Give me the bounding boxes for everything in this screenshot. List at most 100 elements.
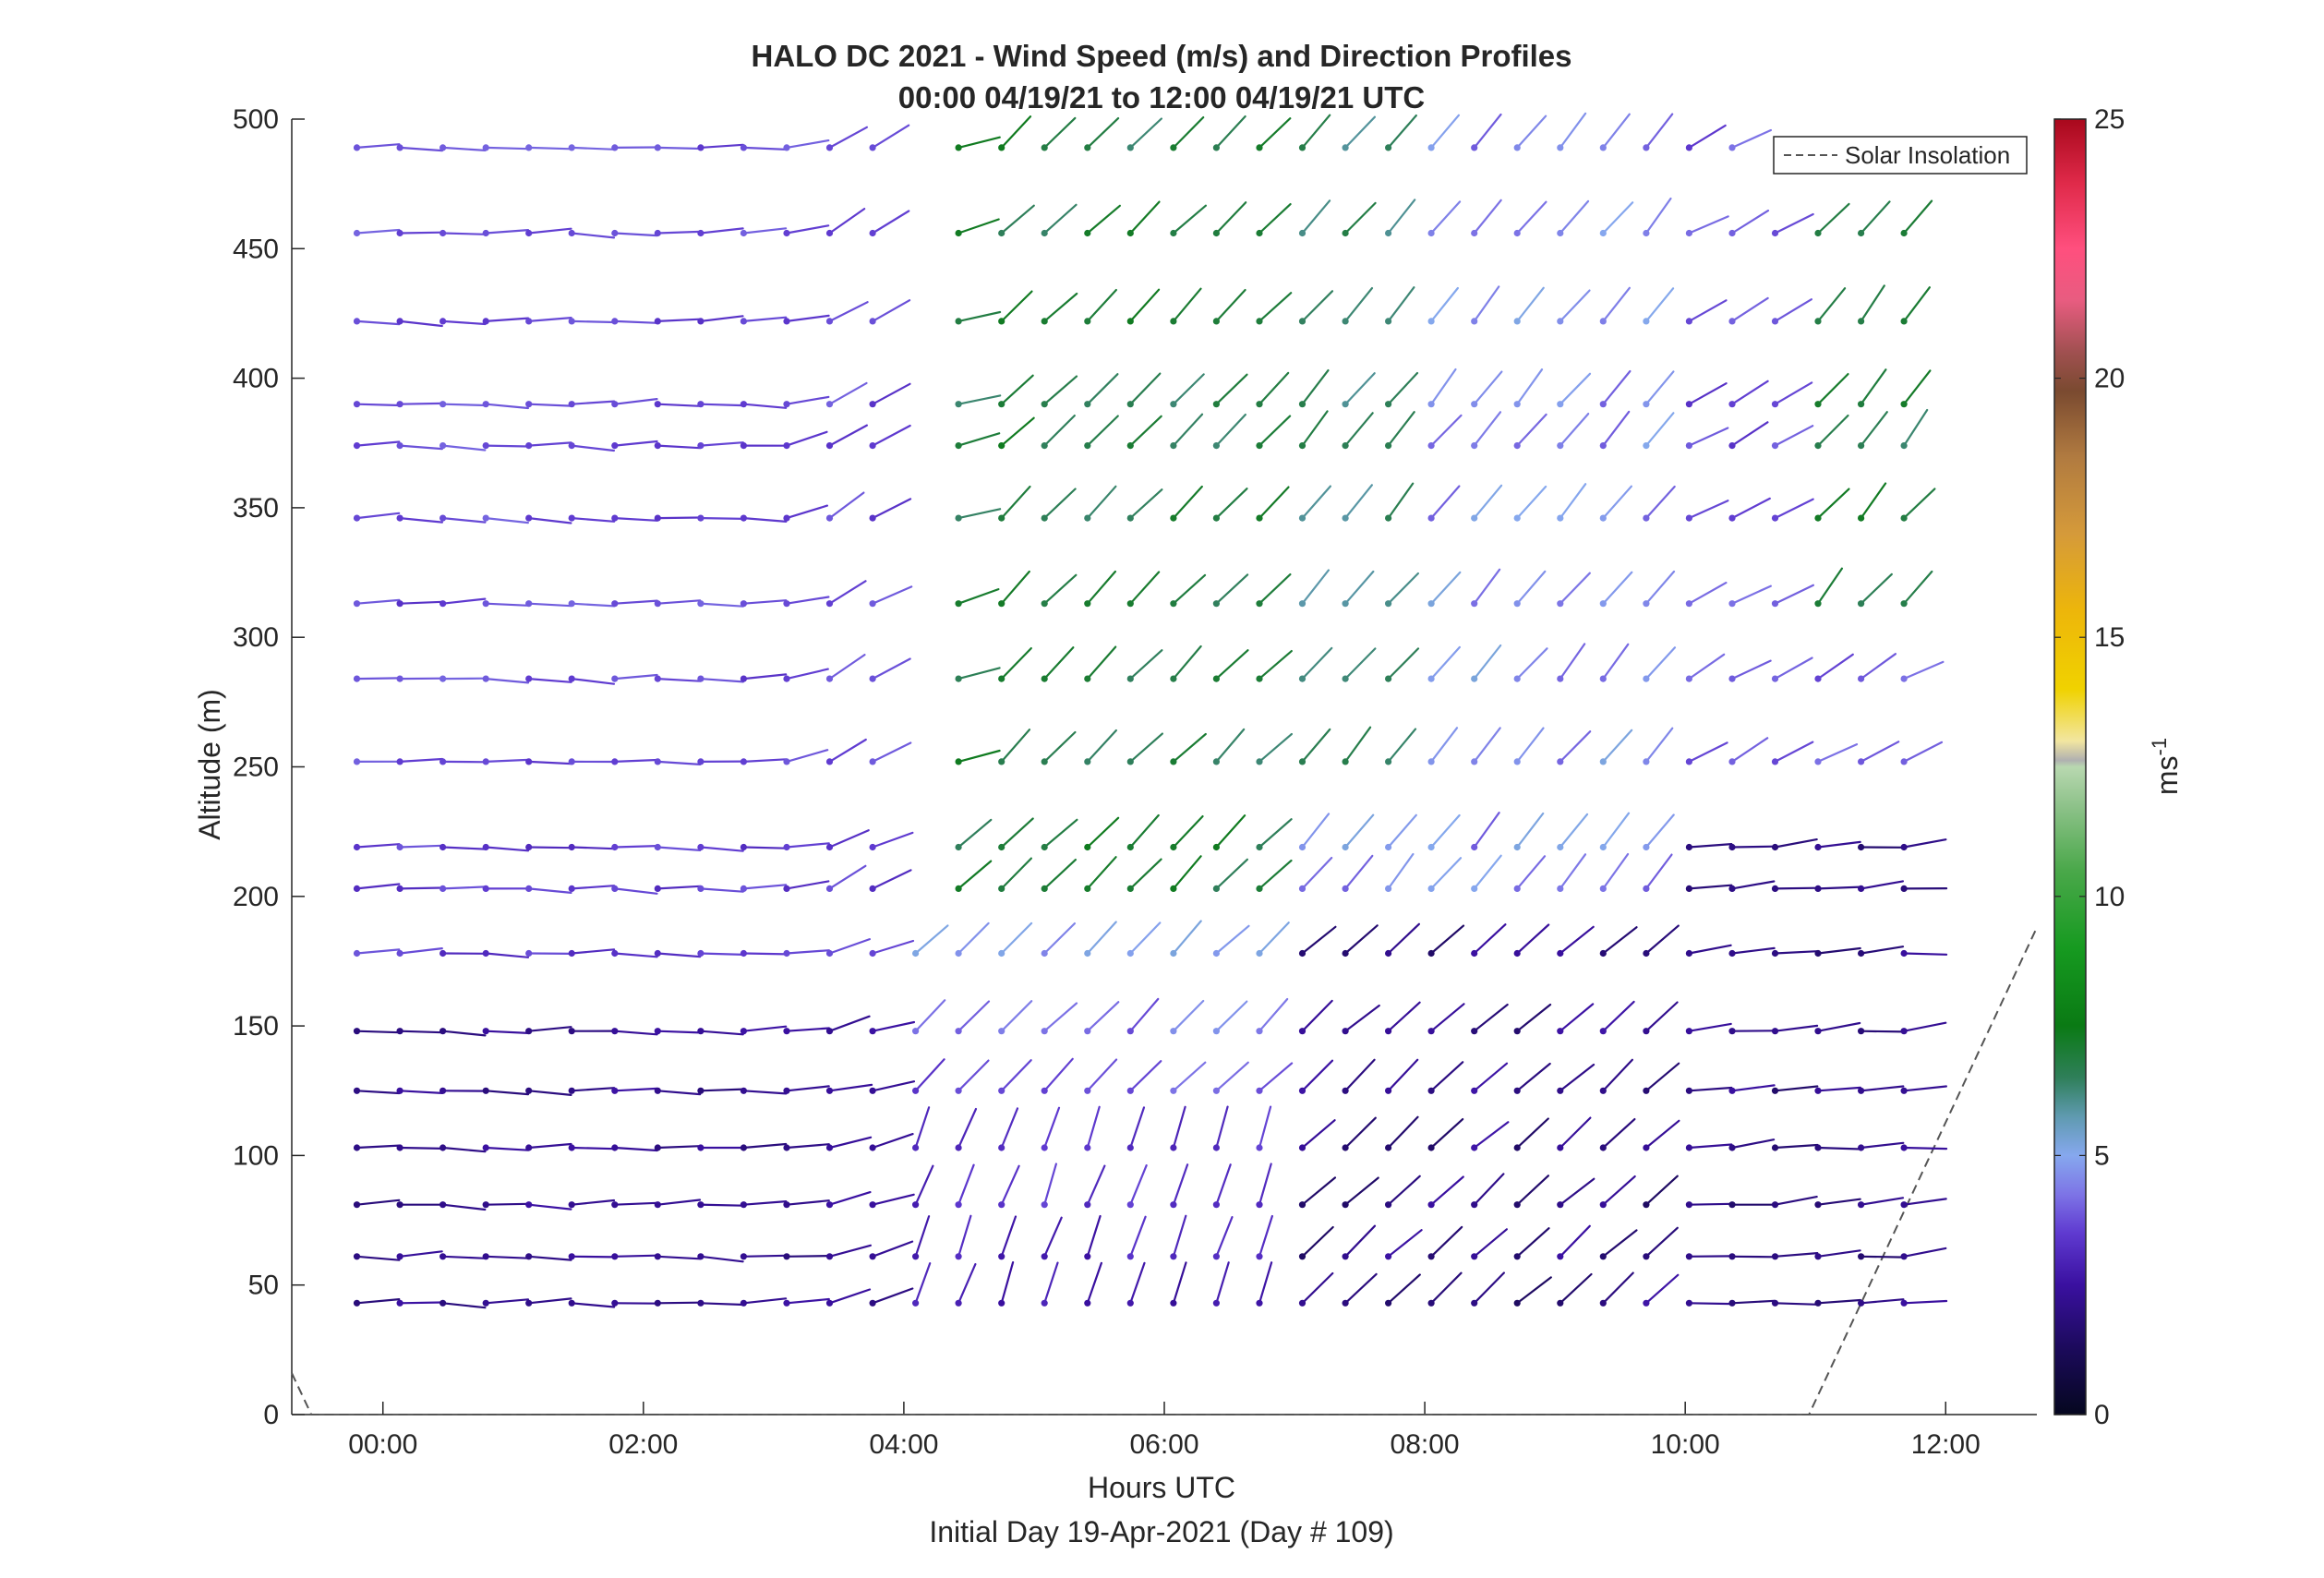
wind-barb — [1387, 1273, 1421, 1305]
wind-barb-dot — [1814, 1253, 1822, 1260]
wind-barb-dot — [482, 1201, 489, 1209]
wind-barb — [1473, 727, 1501, 764]
wind-barb-dot — [1385, 401, 1392, 408]
wind-barb — [1559, 572, 1591, 605]
wind-barb — [441, 597, 487, 605]
wind-barb — [871, 210, 910, 235]
wind-barb-dot — [1212, 144, 1220, 151]
wind-barb-dot — [1298, 949, 1306, 958]
wind-barb-dot — [1471, 758, 1478, 765]
wind-barb-dot — [955, 401, 962, 408]
wind-barb — [1086, 1214, 1102, 1258]
wind-barb — [1774, 656, 1813, 681]
wind-barb — [1343, 924, 1379, 955]
wind-barb-dot — [1900, 318, 1908, 325]
wind-barb-dot — [697, 675, 704, 682]
wind-barb — [1343, 1176, 1379, 1206]
solar-insolation-layer — [291, 927, 2038, 1415]
wind-barb — [441, 319, 487, 326]
wind-barb — [355, 948, 401, 955]
wind-barb-dot — [1771, 514, 1779, 522]
wind-barb-dot — [1471, 843, 1478, 851]
wind-barb-dot — [396, 600, 403, 608]
wind-barb-dot — [353, 675, 361, 682]
wind-barb — [1602, 1000, 1635, 1032]
wind-barb — [527, 403, 572, 407]
wind-barb — [656, 1145, 702, 1150]
wind-barb — [571, 846, 616, 850]
wind-barb — [1774, 212, 1814, 235]
wind-barb — [1903, 570, 1933, 605]
wind-barb-dot — [1385, 1087, 1392, 1094]
wind-barb — [1086, 921, 1117, 955]
wind-barb — [1258, 203, 1292, 235]
wind-barb — [957, 394, 1002, 405]
wind-barb — [785, 949, 831, 955]
wind-barb-dot — [482, 758, 489, 765]
wind-barb — [1688, 215, 1729, 235]
wind-barb-dot — [654, 758, 661, 765]
wind-barb — [699, 1030, 744, 1036]
wind-barb-dot — [396, 144, 403, 151]
wind-barb — [613, 1087, 658, 1092]
wind-barb-dot — [697, 442, 704, 450]
wind-barb — [1000, 374, 1034, 405]
wind-barb — [656, 1030, 702, 1034]
wind-barb — [1774, 741, 1814, 764]
wind-barb — [1172, 373, 1205, 405]
wind-barb-dot — [1041, 229, 1048, 237]
wind-barb-dot — [697, 144, 704, 151]
wind-barb — [355, 1199, 401, 1206]
wind-barb-dot — [1858, 1144, 1865, 1151]
wind-barb — [1343, 287, 1374, 322]
wind-barb-dot — [1212, 318, 1220, 325]
wind-barb — [656, 846, 702, 852]
wind-barb — [1602, 1117, 1636, 1150]
legend: Solar Insolation — [1773, 136, 2028, 175]
wind-barb-dot — [1900, 843, 1908, 851]
wind-barb-dot — [1513, 1299, 1521, 1307]
colorbar-tick-label: 0 — [2094, 1400, 2110, 1430]
wind-barb — [957, 1059, 990, 1092]
wind-barb — [1301, 728, 1331, 764]
wind-barb-dot — [1170, 318, 1177, 325]
wind-barb-dot — [1256, 949, 1263, 958]
wind-barb-dot — [1858, 1087, 1865, 1094]
wind-barb-dot — [1385, 758, 1392, 765]
wind-barb-dot — [525, 675, 533, 682]
wind-barb-dot — [1900, 949, 1908, 958]
wind-barb — [1000, 817, 1034, 849]
wind-barb — [1774, 425, 1814, 447]
wind-barb — [1730, 880, 1776, 890]
wind-barb — [699, 1302, 745, 1307]
wind-barb-dot — [1685, 318, 1692, 325]
wind-barb-dot — [1858, 1201, 1865, 1209]
wind-barb — [1215, 201, 1247, 235]
wind-barb-dot — [525, 1253, 533, 1260]
wind-barb — [1516, 485, 1547, 520]
wind-barb — [699, 143, 744, 149]
wind-barb — [441, 1146, 487, 1153]
wind-barb-dot — [1427, 1087, 1435, 1094]
wind-barb-dot — [1084, 1253, 1091, 1260]
legend-entry-solar-insolation: Solar Insolation — [1845, 141, 2010, 169]
wind-barb-dot — [998, 1028, 1005, 1035]
wind-barb-dot — [1385, 442, 1392, 450]
wind-barb-dot — [1728, 144, 1736, 151]
wind-barb — [441, 232, 487, 235]
wind-barb-dot — [1170, 442, 1177, 450]
wind-barb — [1258, 292, 1293, 322]
wind-barb — [613, 1201, 658, 1206]
wind-barb-dot — [1385, 600, 1392, 608]
wind-barb-dot — [1041, 843, 1048, 851]
wind-barb-dot — [1126, 144, 1134, 151]
wind-barb — [1688, 500, 1729, 520]
wind-barb-dot — [697, 318, 704, 325]
y-axis-label: Altitude (m) — [193, 689, 226, 840]
wind-barb-dot — [568, 843, 575, 851]
wind-barb-dot — [1298, 318, 1306, 325]
wind-barb — [527, 846, 572, 849]
wind-barb — [1172, 1214, 1187, 1258]
wind-barb — [699, 887, 744, 893]
wind-barb — [1860, 200, 1891, 235]
